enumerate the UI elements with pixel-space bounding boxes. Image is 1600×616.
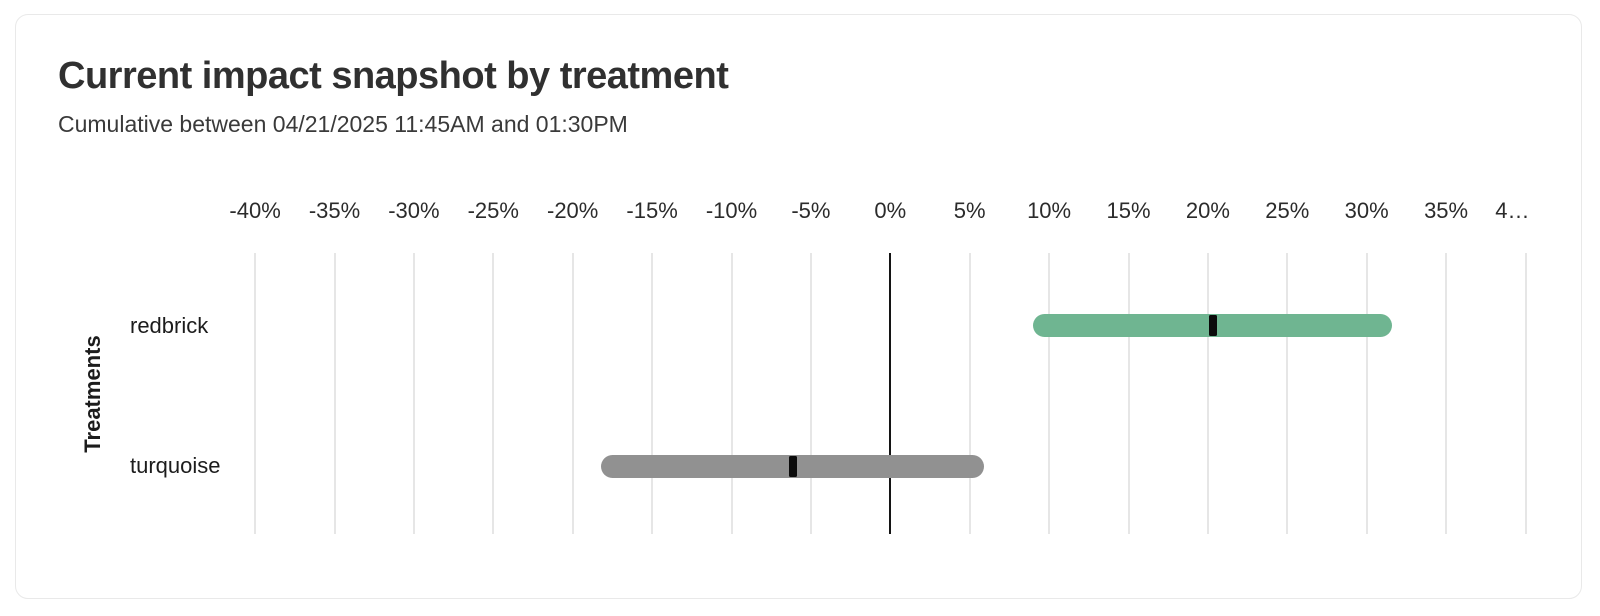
x-axis-tick-label: -20% [547, 198, 599, 223]
x-axis-tick-label: -15% [626, 198, 678, 223]
x-axis-tick-label: -30% [388, 198, 440, 223]
gridline [492, 253, 495, 534]
x-axis-tick-label: 4… [1495, 198, 1530, 223]
zero-axis-line [889, 253, 892, 534]
x-axis-tick-label: 35% [1424, 198, 1469, 223]
gridline [1286, 253, 1289, 534]
chart-subtitle: Cumulative between 04/21/2025 11:45AM an… [58, 111, 628, 137]
gridline [968, 253, 971, 534]
gridline [1445, 253, 1448, 534]
category-label-redbrick: redbrick [130, 312, 209, 338]
gridline [809, 253, 812, 534]
x-axis-tick-label: 25% [1265, 198, 1310, 223]
x-axis-tick-label: -40% [229, 198, 281, 223]
x-axis-tick-label: 15% [1106, 198, 1151, 223]
impact-snapshot-card: Current impact snapshot by treatment Cum… [15, 14, 1582, 599]
gridline [412, 253, 415, 534]
point-estimate-marker-turquoise [789, 455, 798, 477]
gridline [333, 253, 336, 534]
x-axis-tick-label: 20% [1185, 198, 1230, 223]
gridline [1048, 253, 1051, 534]
point-estimate-marker-redbrick [1208, 315, 1217, 337]
x-axis-tick-label: -35% [308, 198, 361, 223]
gridline [651, 253, 654, 534]
gridline [1365, 253, 1368, 534]
impact-chart-plot-area: -40% -35% -30% -25% -20% -15% -10% -5% 0% 5% 10% 15… [16, 15, 1581, 598]
x-axis-tick-label: -25% [467, 198, 519, 223]
gridline [254, 253, 257, 534]
x-axis-tick-label: 30% [1344, 198, 1389, 223]
chart-title: Current impact snapshot by treatment [58, 55, 729, 97]
x-axis-tick-label: 10% [1027, 198, 1072, 223]
x-axis-tick-label: -10% [705, 198, 758, 223]
gridline [1127, 253, 1130, 534]
x-axis-tick-label: 0% [874, 198, 907, 223]
gridline [1206, 253, 1209, 534]
gridline [571, 253, 574, 534]
y-axis-title: Treatments [80, 335, 105, 453]
x-axis-tick-label: -5% [791, 198, 831, 223]
category-label-turquoise: turquoise [130, 453, 221, 479]
gridline [1524, 253, 1527, 534]
gridline [730, 253, 733, 534]
x-axis-tick-label: 5% [953, 198, 986, 223]
